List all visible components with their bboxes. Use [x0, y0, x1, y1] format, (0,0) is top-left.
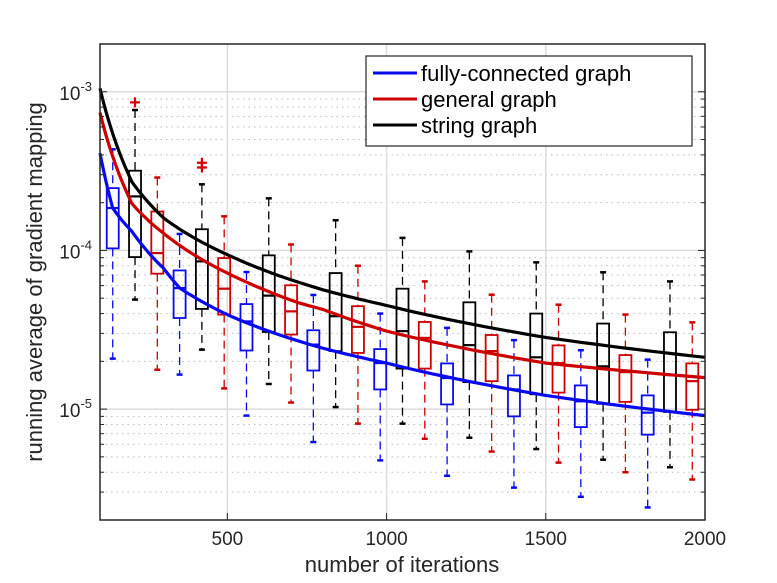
x-tick-label: 500: [212, 529, 244, 550]
boxplot: [172, 232, 187, 376]
boxplot: [284, 243, 298, 404]
box-iqr: [551, 344, 566, 394]
y-tick-label: 10-4: [59, 237, 92, 263]
box-iqr: [507, 374, 521, 418]
curves: [98, 88, 706, 418]
boxplot: [529, 261, 544, 451]
box-iqr: [217, 257, 232, 316]
box-iqr: [440, 362, 454, 406]
box-iqr: [573, 384, 588, 429]
box-iqr: [306, 329, 321, 372]
boxplot: [306, 293, 321, 444]
boxplot: [217, 215, 232, 390]
legend-label: general graph: [421, 87, 557, 112]
boxplot: [640, 358, 655, 509]
box-iqr: [351, 305, 365, 354]
outlier-marker: [196, 162, 207, 173]
boxplot: [239, 270, 254, 417]
box-iqr: [172, 269, 187, 319]
boxplot: [417, 280, 432, 441]
box-iqr: [284, 284, 298, 336]
y-axis-label: running average of gradient mapping: [22, 102, 47, 462]
box-iqr: [417, 321, 432, 370]
series-curve: [98, 88, 706, 359]
box-iqr: [373, 348, 388, 391]
outlier-marker: [130, 97, 141, 108]
boxplot: [351, 264, 365, 425]
boxplot: [373, 312, 388, 462]
series-curve: [98, 152, 706, 418]
box-iqr: [663, 331, 677, 413]
legend-label: string graph: [421, 113, 537, 138]
boxplot: [551, 303, 566, 464]
box-iqr: [239, 303, 254, 352]
box-iqr: [618, 354, 633, 403]
y-tick-label: 10-3: [59, 79, 92, 105]
axes-frame: [99, 43, 706, 521]
boxplot: [618, 313, 633, 474]
box-iqr: [395, 287, 410, 370]
boxplot: [507, 338, 521, 489]
box-iqr: [462, 301, 477, 383]
legend-box: [365, 55, 693, 147]
box-iqr: [529, 312, 544, 396]
legend-label: fully-connected graph: [421, 61, 631, 86]
y-tick-label: 10-5: [59, 396, 92, 422]
boxplot: [484, 293, 499, 453]
box-iqr: [685, 362, 700, 411]
x-tick-label: 1500: [525, 529, 567, 550]
x-tick-label: 2000: [684, 529, 726, 550]
boxplots: [105, 97, 700, 509]
x-tick-label: 1000: [365, 529, 407, 550]
box-iqr: [194, 228, 209, 310]
boxplot: [685, 321, 700, 481]
series-curve: [98, 112, 706, 380]
box-iqr: [596, 322, 611, 405]
x-axis-label: number of iterations: [305, 552, 499, 577]
boxplot: [194, 157, 209, 351]
boxplot: [596, 271, 611, 461]
boxplot: [105, 148, 120, 360]
box-iqr: [640, 394, 655, 436]
boxplot: [440, 326, 454, 478]
ticks: 500 1000 1500 2000 10-5 10-4 10-3: [59, 43, 726, 550]
boxplot: [573, 348, 588, 499]
box-iqr: [484, 334, 499, 383]
